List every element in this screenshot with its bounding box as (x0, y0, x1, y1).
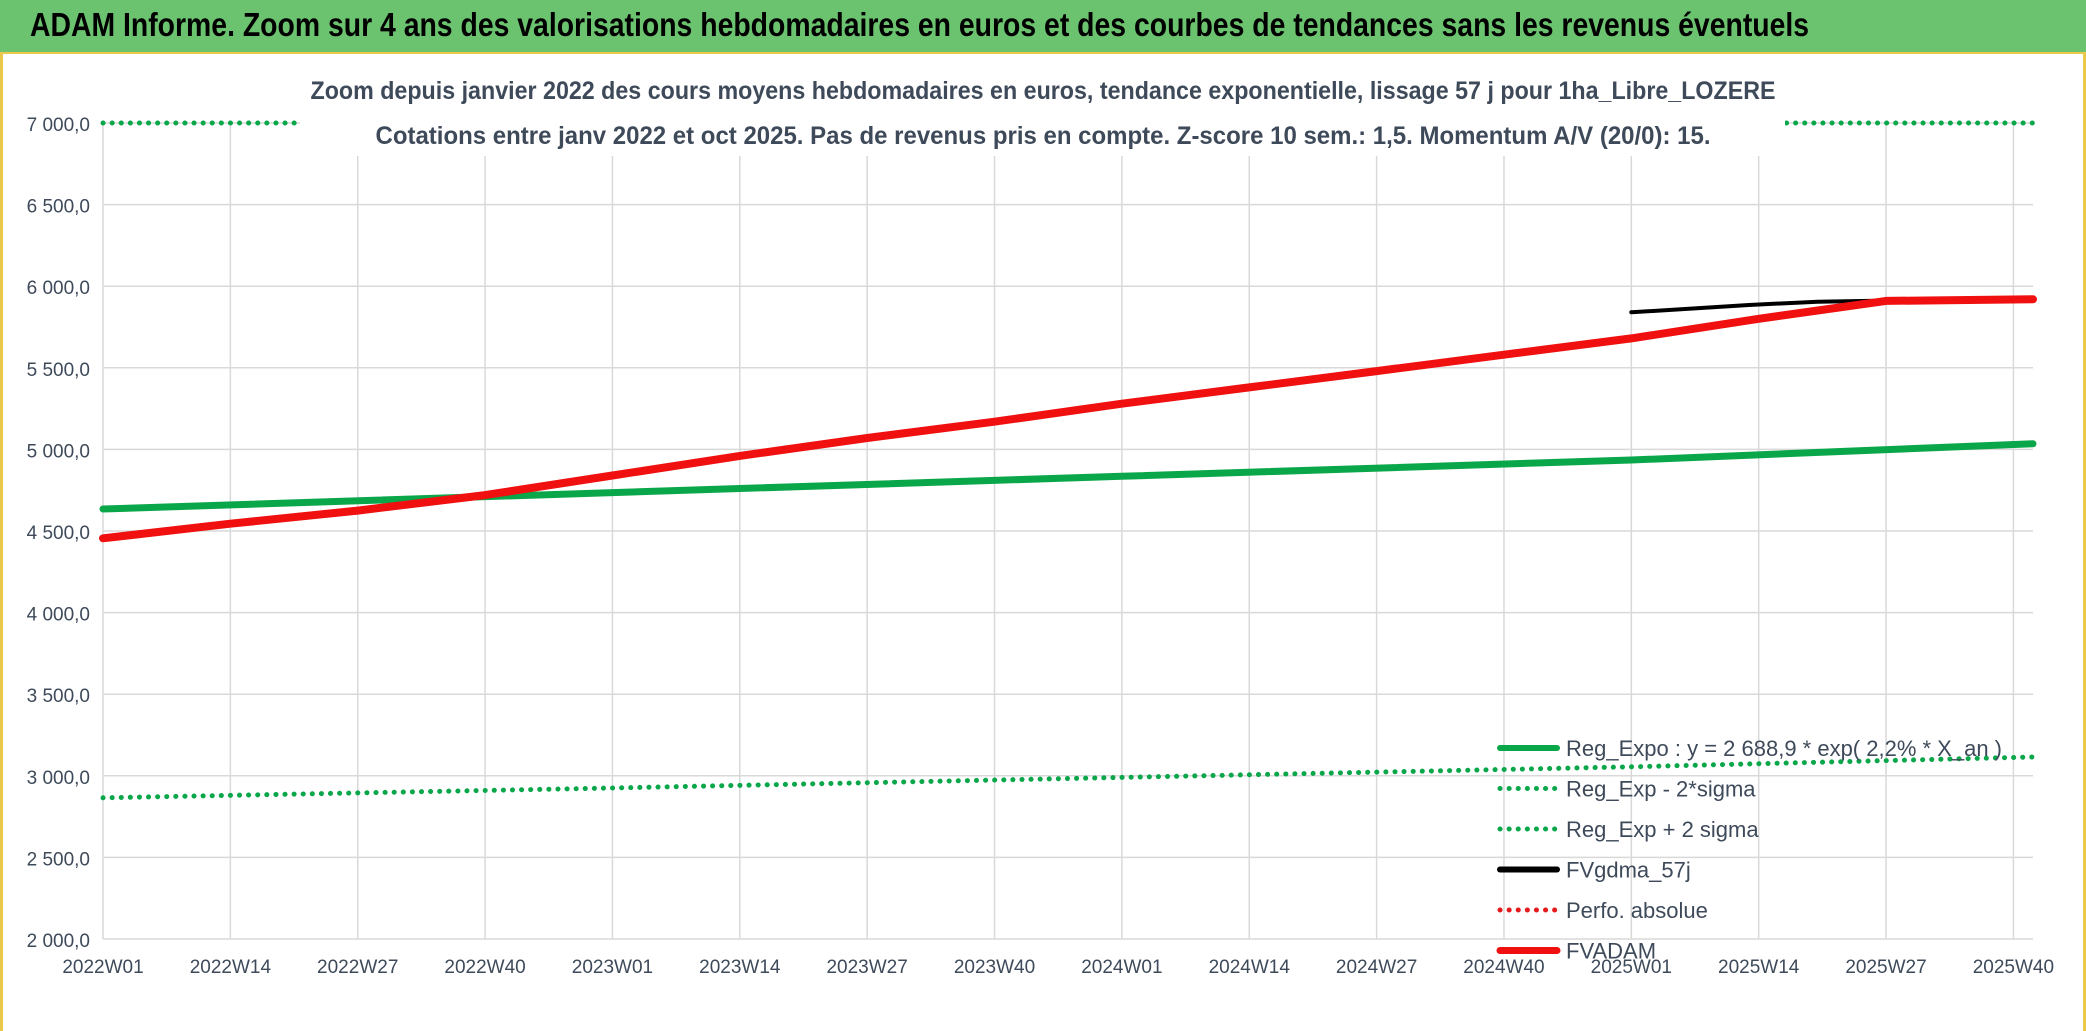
y-tick-label: 4 000,0 (27, 605, 90, 626)
y-tick-label: 3 000,0 (27, 768, 90, 789)
chart-legend: Reg_Expo : y = 2 688,9 * exp( 2,2% * X_a… (1496, 736, 2002, 964)
y-tick-label: 2 500,0 (27, 849, 90, 870)
y-tick-label: 6 500,0 (27, 197, 90, 218)
y-tick-label: 5 000,0 (27, 441, 90, 462)
series-line-1 (100, 754, 2036, 801)
x-tick-label: 2022W40 (444, 957, 525, 978)
chart-subtitle: Cotations entre janv 2022 et oct 2025. P… (376, 122, 1711, 150)
x-tick-label: 2024W14 (1209, 957, 1291, 978)
y-tick-label: 2 000,0 (27, 931, 90, 952)
legend-label: Reg_Exp - 2*sigma (1566, 777, 1756, 802)
legend-label: FVgdma_57j (1566, 858, 1691, 883)
x-tick-label: 2025W14 (1718, 957, 1800, 978)
title-backdrop (300, 60, 1785, 156)
y-tick-label: 6 000,0 (27, 278, 90, 299)
x-tick-label: 2022W27 (317, 957, 398, 978)
y-tick-label: 3 500,0 (27, 686, 90, 707)
x-tick-label: 2022W14 (190, 957, 272, 978)
x-tick-label: 2023W14 (699, 957, 781, 978)
series-line-0 (99, 440, 2037, 513)
x-tick-label: 2023W40 (954, 957, 1035, 978)
x-tick-label: 2023W01 (572, 957, 653, 978)
legend-label: Reg_Exp + 2 sigma (1566, 817, 1759, 842)
x-tick-label: 2022W01 (62, 957, 143, 978)
header-bar: ADAM Informe. Zoom sur 4 ans des valoris… (0, 0, 2086, 54)
y-tick-label: 4 500,0 (27, 523, 90, 544)
x-tick-label: 2024W40 (1463, 957, 1544, 978)
x-tick-label: 2023W27 (826, 957, 907, 978)
x-tick-label: 2024W27 (1336, 957, 1417, 978)
chart-title: Zoom depuis janvier 2022 des cours moyen… (311, 77, 1776, 105)
x-tick-label: 2025W40 (1973, 957, 2054, 978)
y-tick-label: 7 000,0 (27, 115, 90, 136)
x-tick-label: 2025W27 (1845, 957, 1926, 978)
page-title: ADAM Informe. Zoom sur 4 ans des valoris… (30, 6, 1810, 43)
x-tick-label: 2025W01 (1591, 957, 1672, 978)
legend-label: Reg_Expo : y = 2 688,9 * exp( 2,2% * X_a… (1566, 736, 2002, 761)
chart-frame: 2 000,0 2 500,0 3 000,0 3 500,0 4 000,0 4 500… (0, 54, 2086, 1031)
legend-label: Perfo. absolue (1566, 898, 1708, 923)
y-tick-label: 5 500,0 (27, 360, 90, 381)
x-tick-label: 2024W01 (1081, 957, 1162, 978)
series-line-5 (99, 295, 2037, 543)
legend-label: FVADAM (1566, 939, 1656, 964)
line-chart: 2 000,0 2 500,0 3 000,0 3 500,0 4 000,0 4 500… (27, 60, 2054, 978)
